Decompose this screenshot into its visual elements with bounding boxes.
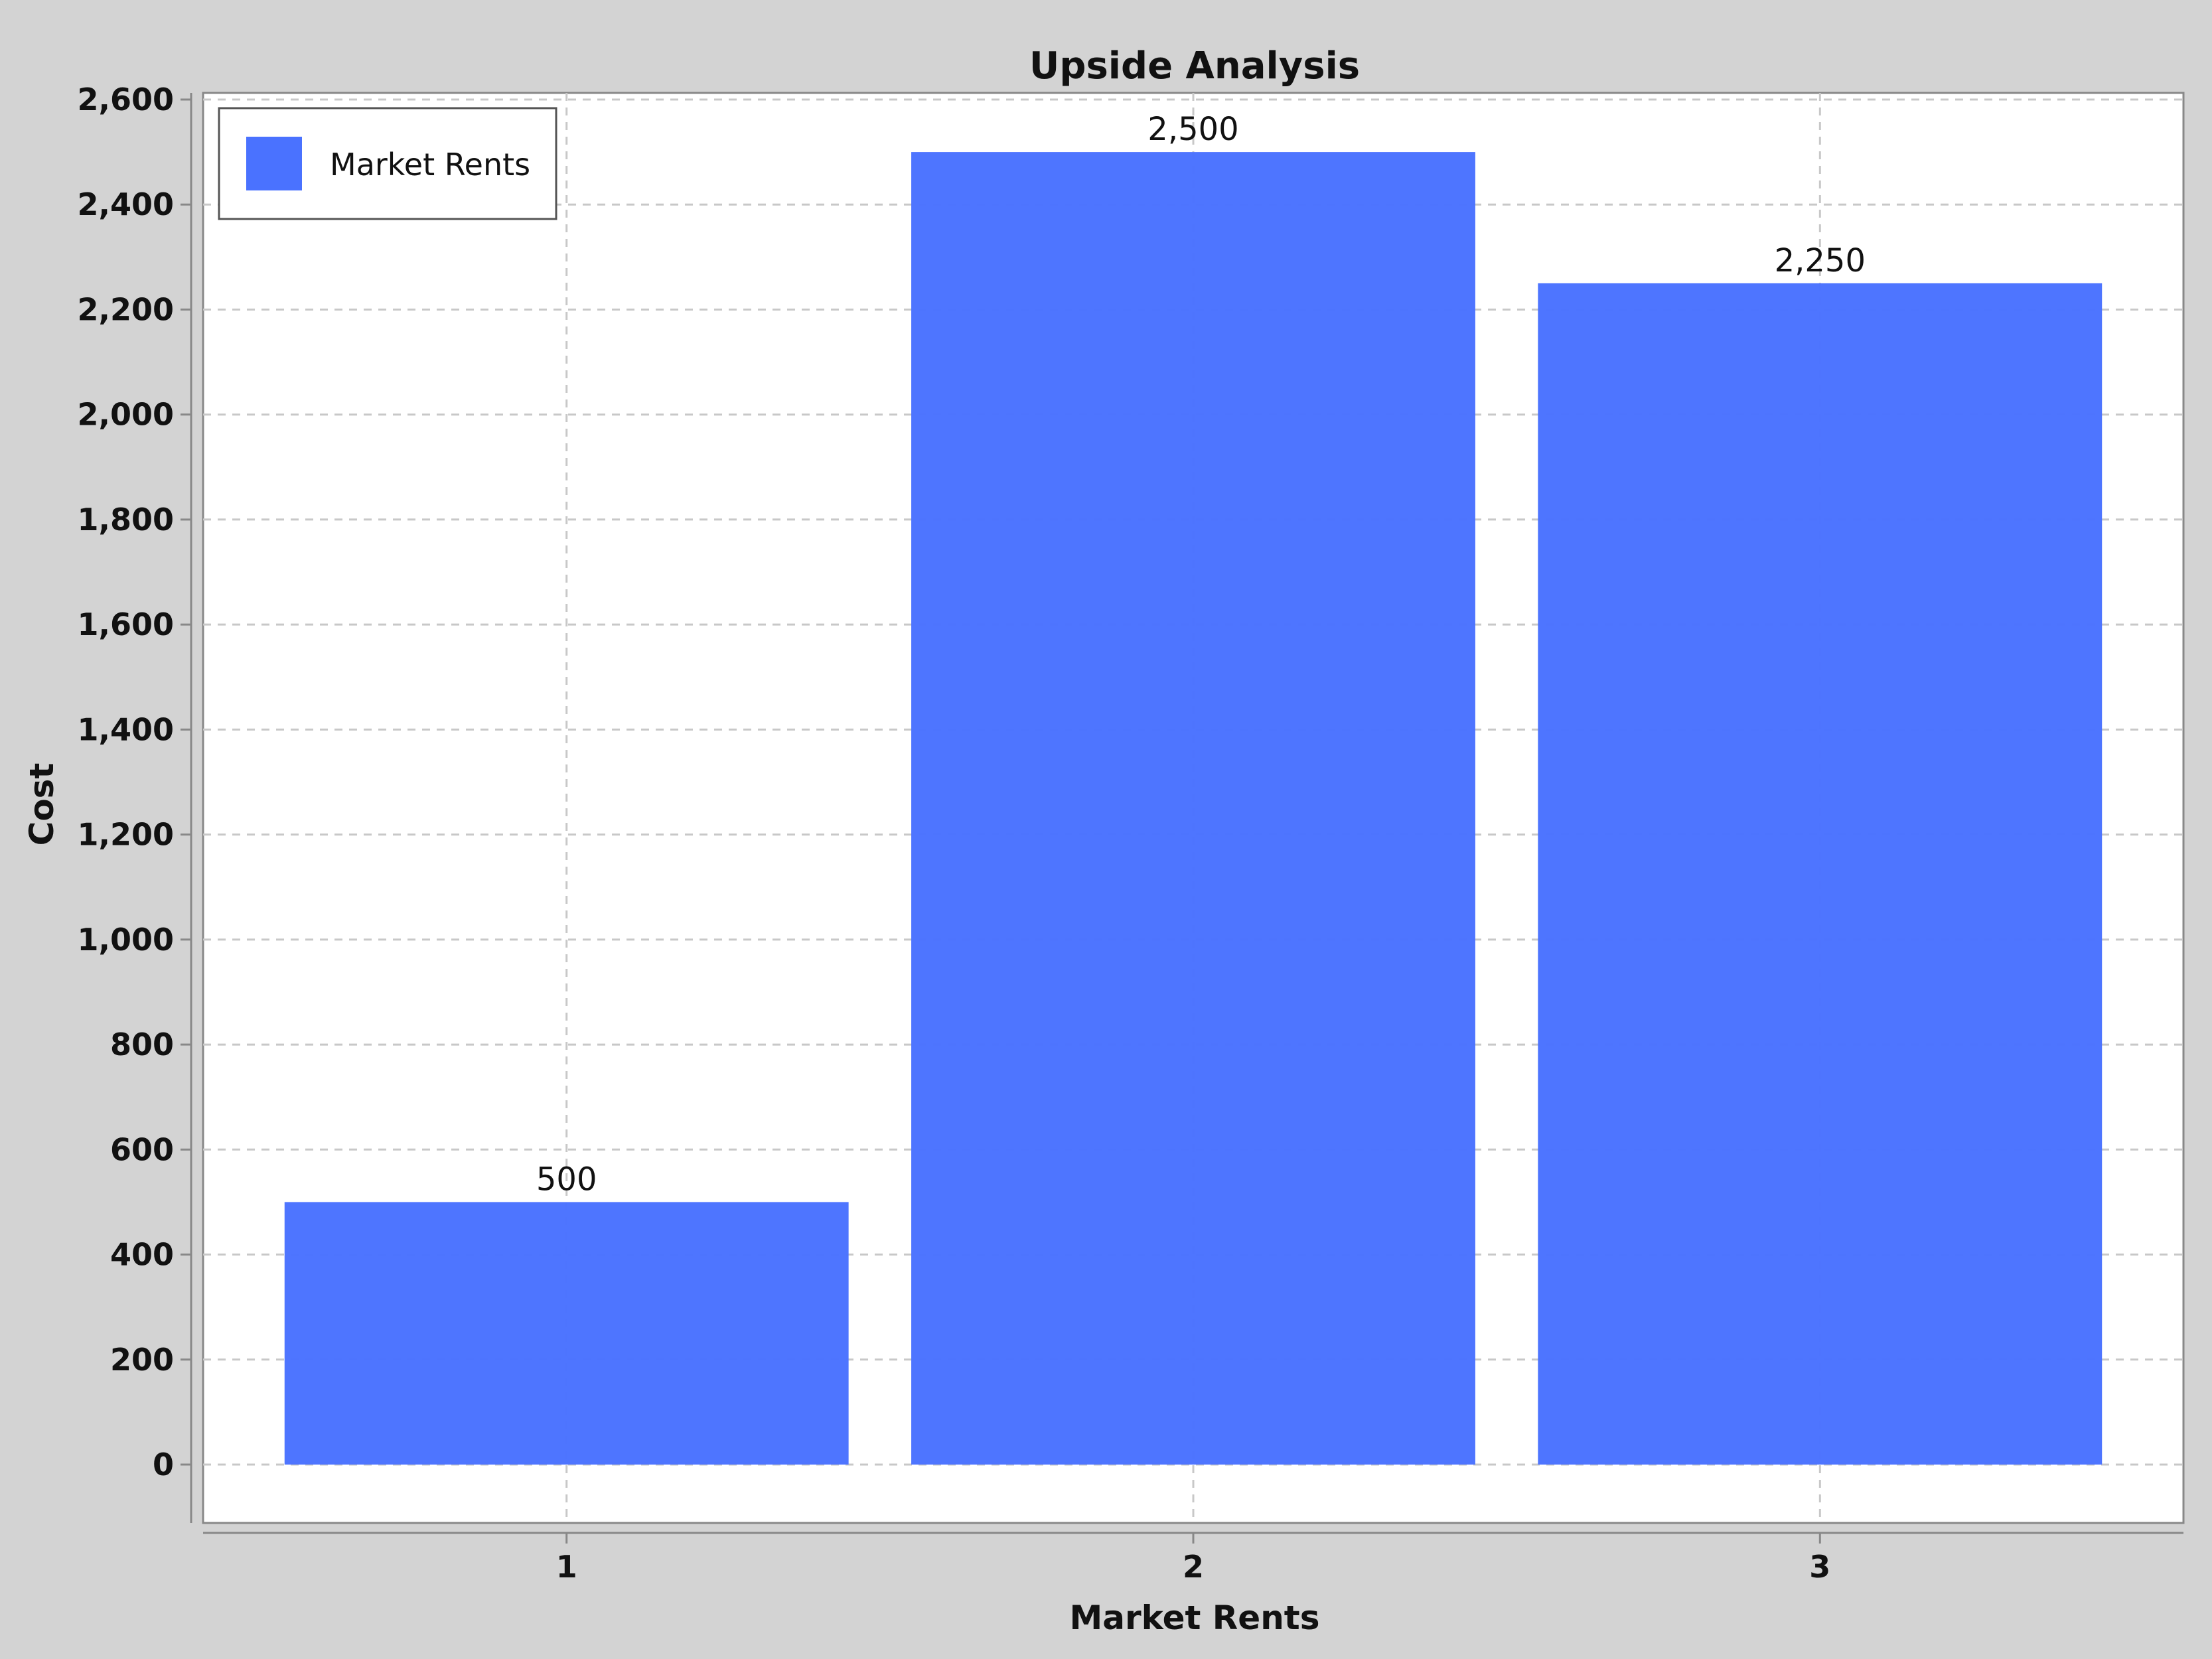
data-label-1: 500 (536, 1161, 597, 1198)
data-label-3: 2,250 (1775, 242, 1866, 279)
y-tick-label: 1,800 (77, 502, 174, 538)
x-axis-ticks: 1 2 3 (556, 1533, 1830, 1585)
x-tick-label: 1 (556, 1549, 577, 1585)
y-tick-label: 1,600 (77, 607, 174, 642)
x-tick-label: 2 (1183, 1549, 1204, 1585)
legend: Market Rents (218, 107, 557, 220)
data-label-2: 2,500 (1147, 111, 1238, 148)
bar-2 (911, 152, 1475, 1465)
y-tick-label: 1,000 (77, 922, 174, 958)
y-tick-label: 1,200 (77, 817, 174, 853)
bars (284, 152, 2102, 1465)
chart-title: Upside Analysis (1029, 44, 1360, 88)
y-tick-label: 200 (110, 1342, 174, 1378)
y-tick-label: 2,200 (77, 291, 174, 327)
y-tick-label: 2,000 (77, 397, 174, 433)
y-axis-title: Cost (23, 763, 61, 846)
y-tick-label: 600 (110, 1131, 174, 1167)
bar-1 (284, 1202, 849, 1465)
y-tick-label: 2,600 (77, 82, 174, 117)
y-tick-label: 1,400 (77, 711, 174, 747)
data-labels: 500 2,500 2,250 (536, 111, 1866, 1198)
x-axis-title: Market Rents (1070, 1599, 1320, 1637)
legend-swatch-market-rents (246, 137, 302, 190)
x-tick-label: 3 (1809, 1549, 1830, 1585)
y-tick-label: 2,400 (77, 186, 174, 222)
bar-3 (1538, 283, 2102, 1465)
legend-label-market-rents: Market Rents (330, 147, 530, 182)
y-tick-label: 400 (110, 1237, 174, 1273)
y-axis-ticks: 0 200 400 600 800 1,000 1,200 1,400 1,600 1,800 2,… (77, 82, 191, 1482)
y-tick-label: 0 (153, 1447, 174, 1482)
y-tick-label: 800 (110, 1027, 174, 1062)
